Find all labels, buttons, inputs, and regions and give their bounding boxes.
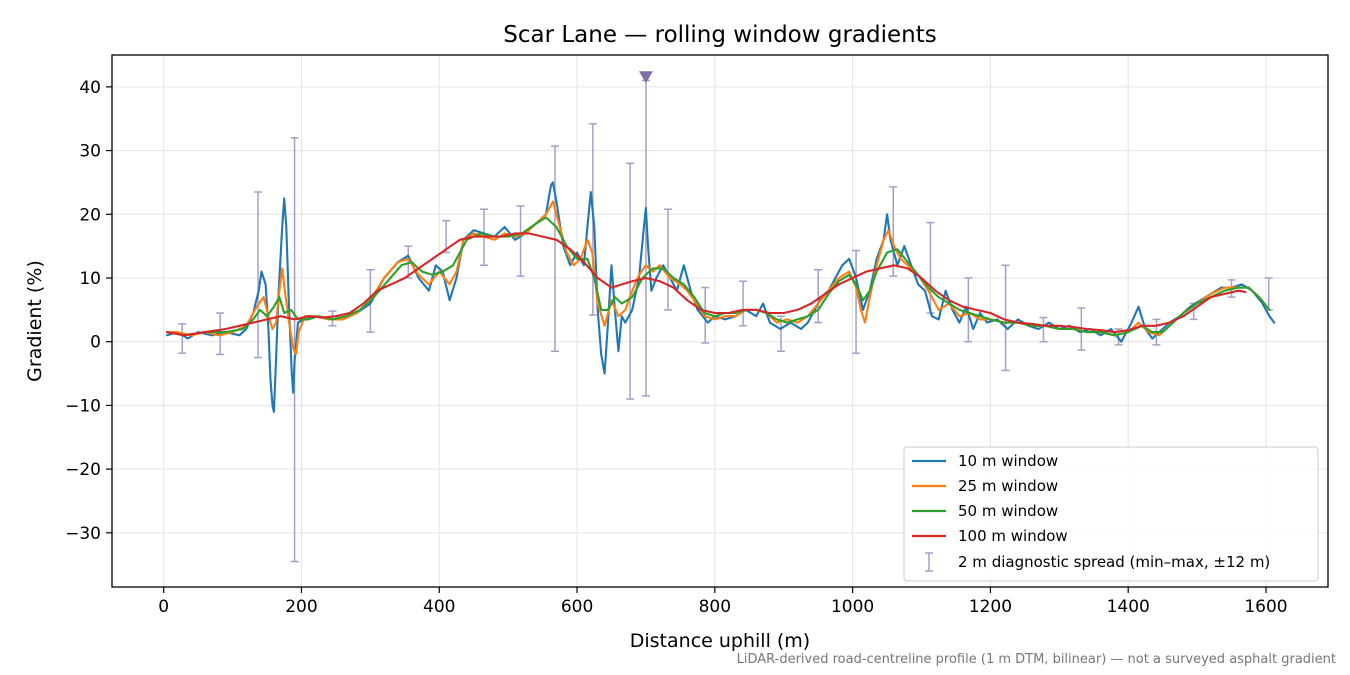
x-tick-label: 1400 [1107,597,1150,617]
legend-label-10m: 10 m window [958,452,1058,470]
x-tick-label: 600 [561,597,593,617]
x-tick-label: 1200 [969,597,1012,617]
legend-label-errorbar: 2 m diagnostic spread (min–max, ±12 m) [958,553,1270,571]
legend-label-100m: 100 m window [958,527,1068,545]
error-bar [739,280,748,327]
error-bar [1001,264,1010,372]
chart-footnote: LiDAR-derived road-centreline profile (1… [736,652,1336,667]
error-bar [442,219,451,254]
y-tick-label: 0 [90,333,101,353]
peak-marker-triangle [638,71,653,84]
y-tick-label: −30 [65,524,101,544]
error-bar [852,249,861,354]
error-bar [663,208,672,311]
y-axis-label: Gradient (%) [24,260,46,382]
series-line-10m [166,181,1276,413]
y-tick-label: 10 [79,269,101,289]
legend-box [903,446,1319,582]
chart-title: Scar Lane — rolling window gradients [503,22,937,48]
error-bar [178,323,187,354]
error-bar [814,268,823,324]
legend-label-50m: 50 m window [958,502,1058,520]
error-bar [550,145,559,353]
error-bar [254,191,263,359]
x-tick-label: 0 [158,597,169,617]
legend: 10 m window 25 m window 50 m window 100 … [903,446,1319,582]
y-tick-label: 20 [79,205,101,225]
y-tick-label: −10 [65,396,101,416]
x-tick-label: 800 [699,597,731,617]
x-tick-label: 1600 [1244,597,1287,617]
legend-label-25m: 25 m window [958,477,1058,495]
peak-marker [638,71,653,84]
x-tick-label: 200 [285,597,317,617]
x-tick-label: 1000 [831,597,874,617]
y-tick-label: −20 [65,460,101,480]
error-bar [516,205,525,277]
plot-frame [111,54,1329,588]
x-axis-ticks: 0 200 400 600 800 1000 1200 1400 1600 [158,587,1288,617]
y-tick-label: 30 [79,142,101,162]
y-tick-label: 40 [79,78,101,98]
series-line-50m [166,216,1271,337]
error-bar [1039,316,1048,343]
x-tick-label: 400 [423,597,455,617]
series-line-100m [166,232,1247,337]
error-bar [889,186,898,277]
series-lines [166,181,1276,413]
y-axis-ticks: −30 −20 −10 0 10 20 30 40 [65,78,112,544]
error-bar [701,286,710,344]
legend-swatch-errorbar [925,552,933,572]
x-axis-label: Distance uphill (m) [630,630,810,652]
